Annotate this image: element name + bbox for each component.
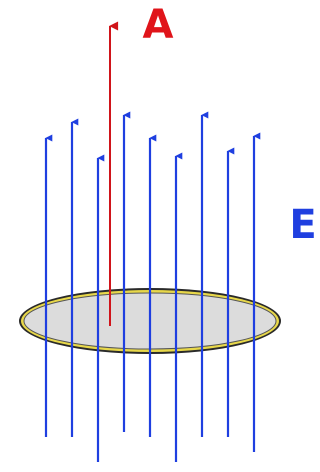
field-label: E	[289, 202, 314, 248]
diagram: A E	[0, 0, 314, 472]
field-lines	[46, 115, 254, 462]
area-vector-label: A	[143, 2, 174, 48]
